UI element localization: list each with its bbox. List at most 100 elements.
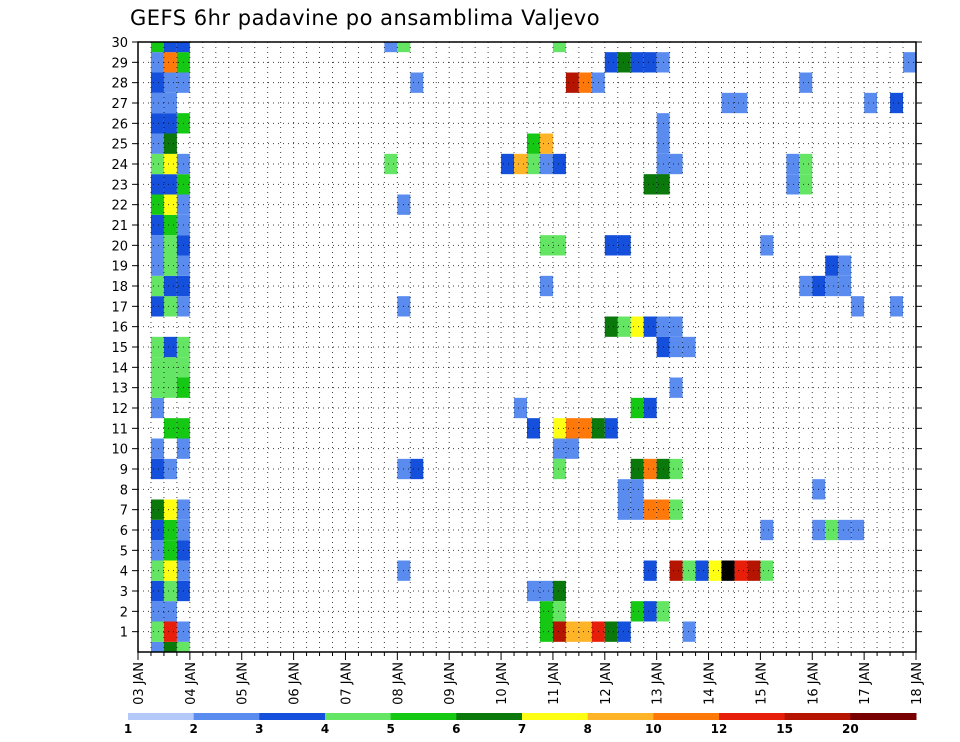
legend-swatch bbox=[325, 713, 392, 720]
heatmap-cell bbox=[150, 336, 164, 358]
heatmap-cell bbox=[163, 580, 177, 602]
heatmap-cell bbox=[163, 275, 177, 297]
chart-title: GEFS 6hr padavine po ansamblima Valjevo bbox=[130, 6, 601, 30]
heatmap-cell bbox=[643, 52, 657, 73]
heatmap-cell bbox=[163, 92, 177, 114]
y-tick-label: 25 bbox=[111, 138, 128, 153]
heatmap-cell bbox=[150, 641, 164, 652]
heatmap-cell bbox=[734, 560, 748, 581]
heatmap-cell bbox=[565, 418, 579, 439]
heatmap-cell bbox=[163, 560, 177, 581]
heatmap-cell bbox=[163, 52, 177, 73]
x-tick-label: 11 JAN bbox=[547, 662, 562, 705]
heatmap-cell bbox=[799, 275, 813, 297]
heatmap-cell bbox=[851, 296, 865, 317]
y-tick-label: 30 bbox=[111, 36, 128, 51]
y-tick-label: 27 bbox=[111, 97, 128, 112]
y-tick-label: 23 bbox=[111, 178, 128, 193]
heatmap-cell bbox=[552, 235, 566, 256]
heatmap-cell bbox=[163, 336, 177, 358]
x-tick-label: 06 JAN bbox=[288, 662, 303, 705]
heatmap-cell bbox=[150, 153, 164, 175]
y-tick-label: 28 bbox=[111, 77, 128, 92]
legend-swatch bbox=[456, 713, 523, 720]
heatmap-cell bbox=[578, 72, 592, 93]
heatmap-cell bbox=[163, 641, 177, 652]
heatmap-cell bbox=[617, 479, 631, 500]
heatmap-cell bbox=[163, 42, 177, 53]
heatmap-cell bbox=[760, 560, 774, 581]
x-tick-label: 17 JAN bbox=[858, 662, 873, 705]
heatmap-cell bbox=[163, 296, 177, 317]
heatmap-cell bbox=[604, 235, 618, 256]
heatmap-cell bbox=[630, 499, 644, 520]
heatmap-cell bbox=[539, 153, 553, 175]
heatmap-cell bbox=[150, 42, 164, 53]
heatmap-cell bbox=[734, 92, 748, 114]
heatmap-cell bbox=[643, 499, 657, 520]
heatmap-cell bbox=[799, 72, 813, 93]
y-tick-label: 11 bbox=[111, 422, 128, 437]
heatmap-cell bbox=[163, 255, 177, 276]
heatmap-cell bbox=[760, 519, 774, 541]
heatmap-cell bbox=[150, 621, 164, 642]
heatmap-cell bbox=[552, 601, 566, 622]
heatmap-cell bbox=[150, 519, 164, 541]
heatmap-cell bbox=[539, 601, 553, 622]
heatmap-cell bbox=[903, 52, 916, 73]
x-tick-label: 05 JAN bbox=[236, 662, 251, 705]
y-tick-label: 5 bbox=[120, 544, 128, 559]
x-tick-label: 03 JAN bbox=[132, 662, 147, 705]
heatmap-cell bbox=[721, 560, 735, 581]
heatmap-cell bbox=[604, 621, 618, 642]
heatmap-cell bbox=[669, 458, 683, 480]
heatmap-cell bbox=[617, 621, 631, 642]
y-tick-label: 18 bbox=[111, 280, 128, 295]
heatmap-cell bbox=[150, 52, 164, 73]
heatmap-cell bbox=[163, 133, 177, 154]
heatmap-cell bbox=[163, 418, 177, 439]
heatmap-cell bbox=[786, 174, 800, 195]
heatmap-cell bbox=[643, 316, 657, 337]
y-tick-label: 2 bbox=[120, 605, 128, 620]
heatmap-cell bbox=[150, 72, 164, 93]
heatmap-cell bbox=[150, 560, 164, 581]
heatmap-cell bbox=[176, 641, 190, 652]
heatmap-cell bbox=[163, 519, 177, 541]
heatmap-cell bbox=[630, 601, 644, 622]
heatmap-cell bbox=[630, 458, 644, 480]
heatmap-cell bbox=[150, 580, 164, 602]
y-tick-label: 26 bbox=[111, 117, 128, 132]
heatmap-cell bbox=[643, 601, 657, 622]
legend-swatch bbox=[784, 713, 851, 720]
heatmap-cell bbox=[539, 621, 553, 642]
legend-swatch bbox=[259, 713, 326, 720]
y-tick-label: 12 bbox=[111, 402, 128, 417]
heatmap-cell bbox=[150, 601, 164, 622]
legend-swatch bbox=[193, 713, 260, 720]
heatmap-cell bbox=[150, 194, 164, 215]
y-tick-label: 13 bbox=[111, 382, 128, 397]
heatmap-cell bbox=[552, 438, 566, 459]
heatmap-cell bbox=[150, 255, 164, 276]
heatmap-cell bbox=[150, 113, 164, 134]
heatmap-cell bbox=[514, 397, 527, 419]
heatmap-cell bbox=[384, 153, 398, 175]
heatmap-cell bbox=[150, 397, 164, 419]
heatmap-cell bbox=[838, 255, 852, 276]
heatmap-cell bbox=[163, 601, 177, 622]
heatmap-cell bbox=[163, 377, 177, 398]
heatmap-cell bbox=[630, 479, 644, 500]
legend-swatch bbox=[587, 713, 654, 720]
heatmap-cell bbox=[669, 336, 683, 358]
heatmap-cell bbox=[825, 275, 839, 297]
heatmap-cell bbox=[501, 153, 515, 175]
y-tick-label: 1 bbox=[120, 626, 128, 641]
y-tick-label: 4 bbox=[120, 565, 128, 580]
heatmap-cell bbox=[150, 357, 164, 378]
heatmap-cell bbox=[669, 377, 683, 398]
heatmap-cell bbox=[150, 235, 164, 256]
heatmap-cell bbox=[150, 174, 164, 195]
heatmap-cell bbox=[539, 133, 553, 154]
heatmap-cell bbox=[682, 621, 696, 642]
